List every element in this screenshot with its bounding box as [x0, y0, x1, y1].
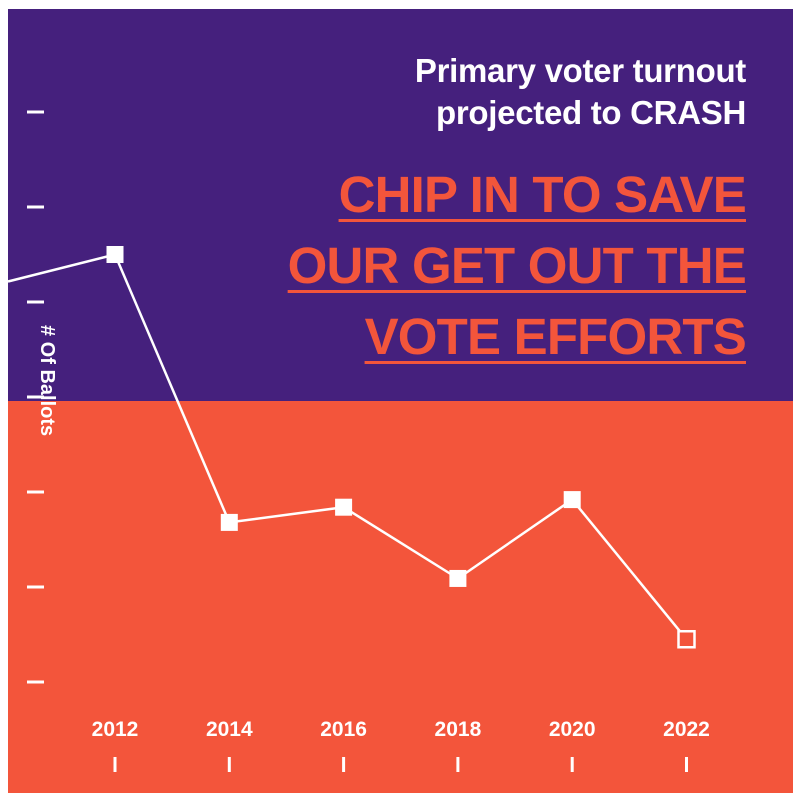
- y-axis-ticks: [27, 110, 44, 684]
- x-tick-label-2018: 2018: [435, 718, 482, 741]
- data-point-2020: [563, 491, 581, 509]
- x-tick-label-2014: 2014: [206, 718, 253, 741]
- x-axis-ticks: [113, 757, 688, 772]
- y-axis-label: # Of Ballots: [36, 325, 58, 437]
- donate-call-to-action-link[interactable]: CHIP IN TO SAVE OUR GET OUT THE VOTE EFF…: [146, 159, 747, 372]
- data-point-2012: [106, 246, 124, 263]
- headline: Primary voter turnout projected to CRASH: [226, 50, 746, 134]
- headline-line-2: projected to CRASH: [436, 94, 746, 131]
- x-tick-label-2020: 2020: [549, 718, 596, 741]
- cta-line-1: CHIP IN TO SAVE: [338, 166, 747, 223]
- headline-line-1: Primary voter turnout: [414, 52, 746, 89]
- x-tick-label-2016: 2016: [320, 718, 367, 741]
- data-point-2016: [335, 498, 353, 516]
- cta-line-2: OUR GET OUT THE: [287, 237, 747, 294]
- x-tick-label-2022: 2022: [663, 718, 710, 741]
- x-axis-labels: 2012 2014 2016 2018 2020 2022: [92, 718, 710, 741]
- coral-background-panel: [8, 401, 793, 793]
- purple-background-panel: [8, 9, 793, 401]
- data-point-2022: [677, 630, 696, 649]
- cta-line-3: VOTE EFFORTS: [364, 308, 747, 365]
- data-point-2014: [220, 513, 238, 531]
- data-point-group: [106, 246, 696, 649]
- x-tick-label-2012: 2012: [92, 718, 139, 741]
- data-point-2018: [449, 569, 467, 587]
